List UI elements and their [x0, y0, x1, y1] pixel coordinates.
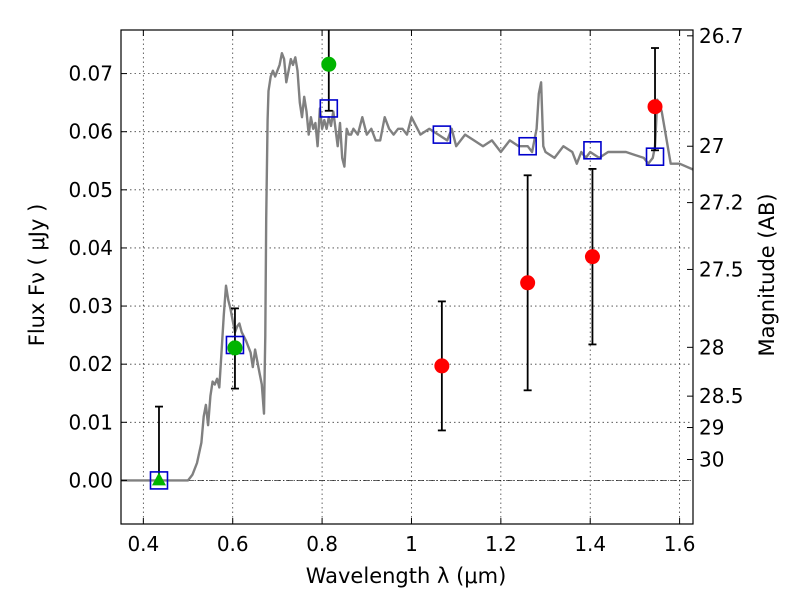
y-tick-label: 0.06 [68, 120, 113, 144]
model-flux-square [432, 125, 452, 144]
observed-flux-point [647, 99, 663, 115]
y-tick-label: 0.05 [68, 178, 113, 202]
x-tick-label: 0.8 [306, 532, 338, 556]
x-tick-label: 0.6 [217, 532, 249, 556]
plot-frame [120, 29, 694, 525]
error-bars [154, 30, 660, 481]
x-tick-label: 0.4 [127, 532, 159, 556]
right-tick-labels: 26.7 27 27.2 27.5 28 28.5 29 30 [699, 24, 744, 472]
model-spectrum-line [121, 52, 694, 482]
x-tick-labels: 0.4 0.6 0.8 1 1.2 1.4 1.6 [127, 532, 695, 556]
model-flux-square [319, 99, 339, 118]
y-tick-label: 0.03 [68, 294, 113, 318]
observed-flux-point [227, 340, 243, 356]
model-flux-square [583, 141, 602, 160]
right-axis-title: Magnitude (AB) [755, 193, 779, 356]
observed-flux-point [321, 56, 337, 72]
observed-flux-point [434, 358, 450, 374]
x-axis-title: Wavelength λ (μm) [306, 564, 507, 588]
y-tick-label: 0.07 [68, 62, 113, 86]
y-tick-labels: 0.00 0.01 0.02 0.03 0.04 0.05 0.06 0.07 [68, 62, 113, 493]
model-flux-square [645, 147, 665, 166]
x-tick-label: 1 [405, 532, 418, 556]
right-tick-label: 26.7 [699, 24, 744, 48]
y-tick-label: 0.00 [68, 468, 113, 492]
observed-flux-markers [151, 56, 663, 486]
model-spectrum [121, 52, 694, 482]
x-tick-label: 1.4 [574, 532, 606, 556]
y-axis-title: Flux Fν ( μJy ) [25, 204, 49, 347]
x-tick-label: 1.2 [485, 532, 517, 556]
right-tick-label: 27.2 [699, 191, 744, 215]
x-tick-label: 1.6 [664, 532, 696, 556]
right-tick-label: 29 [699, 416, 724, 440]
observed-flux-point [584, 249, 600, 265]
right-tick-label: 27 [699, 134, 724, 158]
right-tick-label: 28.5 [699, 384, 744, 408]
y-tick-label: 0.02 [68, 352, 113, 376]
model-flux-square [149, 471, 169, 490]
grid [121, 30, 693, 524]
right-tick-label: 28 [699, 335, 724, 359]
right-tick-label: 30 [699, 447, 724, 471]
y-tick-label: 0.04 [68, 236, 113, 260]
right-tick-label: 27.5 [699, 257, 744, 281]
observed-flux-point [520, 275, 536, 291]
model-flux-markers [149, 99, 665, 490]
model-flux-square [518, 136, 537, 156]
axis-ticks [121, 30, 693, 524]
observed-flux-triangle [151, 472, 166, 486]
y-tick-label: 0.01 [68, 410, 113, 434]
